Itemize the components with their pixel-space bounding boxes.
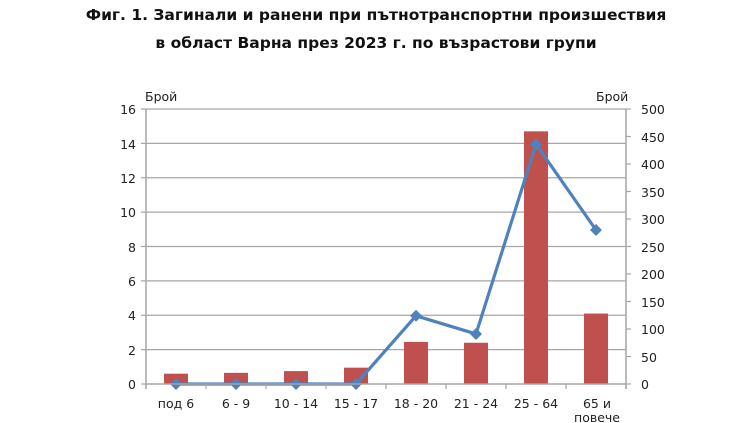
right-tick: 0 [641, 377, 649, 392]
right-tick: 200 [641, 267, 665, 282]
category-label: 6 - 9 [222, 396, 250, 411]
left-axis-ticks: 0 2 4 6 8 10 12 14 16 [120, 102, 136, 392]
right-tick: 450 [641, 130, 665, 145]
gridlines [146, 108, 626, 351]
left-tick: 8 [128, 240, 136, 255]
right-tick: 50 [641, 350, 657, 365]
category-label: 25 - 64 [514, 396, 558, 411]
left-tick: 10 [120, 205, 136, 220]
category-label: повече [574, 410, 620, 423]
axes [141, 108, 631, 389]
right-tick: 500 [641, 102, 665, 117]
right-tick: 150 [641, 295, 665, 310]
right-tick: 100 [641, 322, 665, 337]
right-axis-ticks: 0 50 100 150 200 250 300 350 400 450 500 [641, 102, 665, 392]
category-label: под 6 [158, 396, 194, 411]
category-label: 21 - 24 [454, 396, 498, 411]
diamond-marker [590, 224, 602, 236]
diamond-marker [470, 327, 482, 340]
bar [284, 371, 308, 384]
chart-title-line1: Фиг. 1. Загинали и ранени при пътнотранс… [85, 6, 667, 24]
diamond-marker [410, 309, 422, 322]
left-tick: 6 [128, 274, 136, 289]
chart-title-line2: в област Варна през 2023 г. по възрастов… [155, 34, 597, 52]
bar [404, 341, 428, 384]
right-tick: 250 [641, 240, 665, 255]
bars [164, 131, 608, 384]
right-tick: 350 [641, 185, 665, 200]
right-tick: 400 [641, 157, 665, 172]
category-label: 18 - 20 [394, 396, 438, 411]
left-tick: 16 [120, 102, 136, 117]
left-tick: 14 [120, 137, 136, 152]
category-label: 15 - 17 [334, 396, 378, 411]
bar [344, 367, 368, 384]
category-labels: под 6 6 - 9 10 - 14 15 - 17 18 - 20 21 -… [158, 396, 620, 423]
bar [464, 342, 488, 384]
bar [584, 313, 608, 384]
left-tick: 12 [120, 171, 136, 186]
right-tick: 300 [641, 212, 665, 227]
left-axis-label: Брой [145, 89, 177, 104]
diamond-marker [530, 138, 542, 151]
category-label: 10 - 14 [274, 396, 318, 411]
right-axis-label: Брой [596, 89, 628, 104]
left-tick: 4 [128, 308, 136, 323]
category-label: 65 и [583, 396, 611, 411]
left-tick: 0 [128, 377, 136, 392]
left-tick: 2 [128, 343, 136, 358]
